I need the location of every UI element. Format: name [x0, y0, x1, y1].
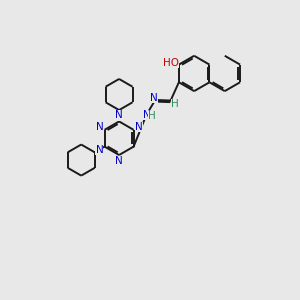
Text: HO: HO	[163, 58, 178, 68]
Text: N: N	[115, 110, 123, 121]
Text: H: H	[172, 99, 179, 109]
Text: N: N	[96, 122, 103, 132]
Text: N: N	[115, 156, 123, 166]
Text: H: H	[148, 111, 156, 121]
Text: N: N	[135, 122, 142, 132]
Text: N: N	[95, 145, 103, 154]
Text: N: N	[142, 110, 150, 120]
Text: N: N	[150, 93, 158, 103]
